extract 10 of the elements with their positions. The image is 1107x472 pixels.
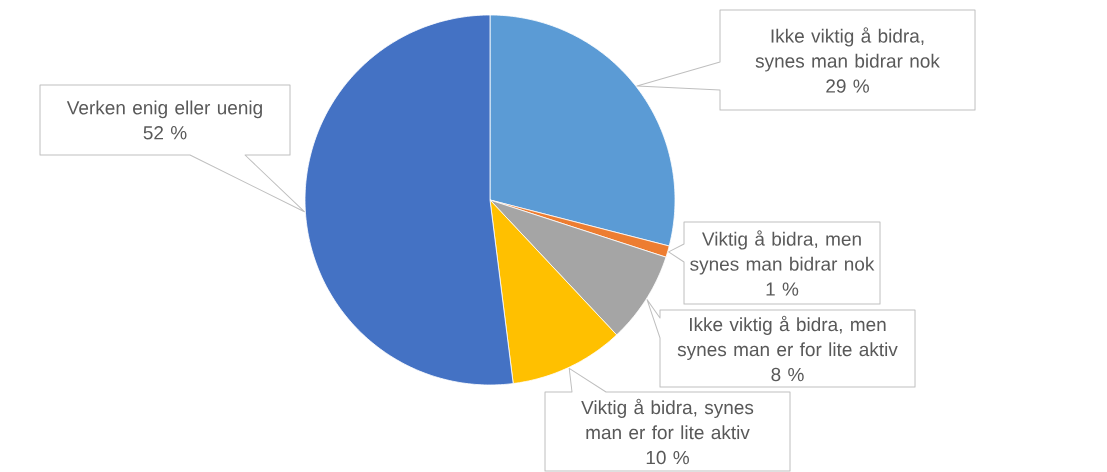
data-label: 8 % (771, 367, 804, 382)
slice-label: Viktig å bidra, synes man er for lite aktiv (581, 398, 754, 440)
data-label: 29 % (826, 79, 869, 93)
data-label: 1 % (766, 282, 799, 296)
slice-label: Ikke viktig å bidra, men synes man er for lite aktiv (677, 315, 898, 360)
slice-label: Ikke viktig å bidra, synes man bidrar nok (755, 27, 940, 72)
slice-label: Viktig å bidra, men synes man bidrar nok (690, 230, 875, 275)
data-label: 52 % (143, 126, 187, 140)
slice-label: Verken enig eller uenig (66, 100, 262, 119)
data-label: 10 % (646, 450, 689, 465)
